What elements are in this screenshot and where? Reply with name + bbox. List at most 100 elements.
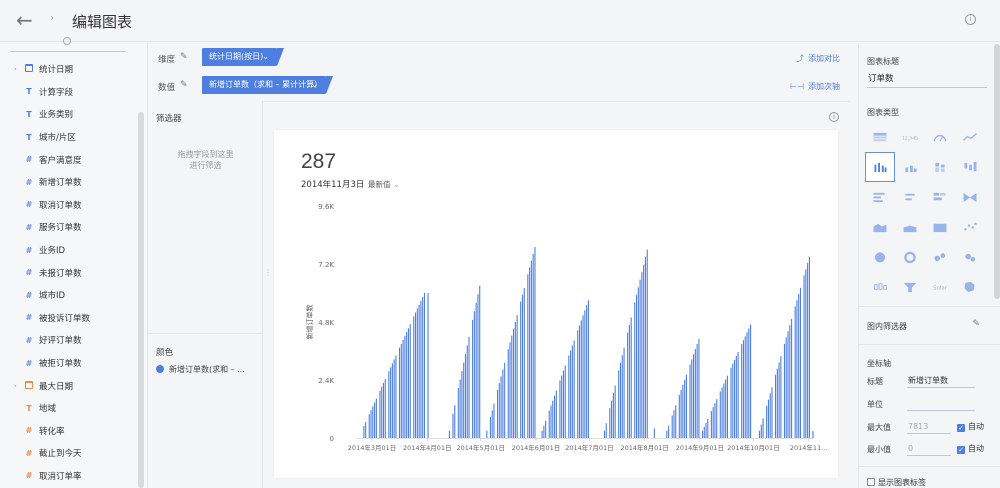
dimension-edit-pencil-icon[interactable]: ✎ — [180, 52, 188, 62]
chart-type-column-diverging[interactable] — [955, 152, 985, 182]
chart-bar — [693, 354, 695, 438]
chart-title-input[interactable]: 订单数 — [867, 72, 987, 88]
sidebar-field-item[interactable]: # 取消订单率 — [0, 465, 138, 488]
chart-type-funnel[interactable] — [895, 272, 925, 302]
chart-type-area-block[interactable] — [925, 212, 955, 242]
sidebar-field-item[interactable]: # 城市ID — [0, 284, 138, 307]
chart-type-scatter[interactable] — [955, 212, 985, 242]
chart-type-bowtie[interactable] — [955, 182, 985, 212]
sidebar-field-item[interactable]: # 业务ID — [0, 239, 138, 262]
chart-type-column[interactable] — [865, 152, 895, 182]
sidebar-field-item[interactable]: # 新增订单数 — [0, 171, 138, 194]
chart-bar — [628, 325, 630, 438]
chart-type-area-flat[interactable] — [895, 212, 925, 242]
value-pill-label: 新增订单数（求和 – 累计计算） — [209, 80, 323, 89]
show-chart-label-checkbox[interactable]: 显示图表标签 — [867, 477, 926, 488]
chart-type-kpi[interactable]: 12,345 — [895, 122, 925, 152]
sidebar-field-item[interactable]: › 统计日期 — [0, 58, 138, 81]
axis-title-input[interactable]: 新增订单数 — [907, 374, 975, 388]
chart-type-column-small[interactable] — [895, 152, 925, 182]
axis-max-input[interactable]: 7813 — [907, 420, 951, 434]
sidebar-field-item[interactable]: # 未报订单数 — [0, 261, 138, 284]
chart-bar — [760, 424, 762, 438]
chart-bar — [680, 389, 682, 438]
sidebar-field-item[interactable]: # 取消订单数 — [0, 194, 138, 217]
sidebar-field-item[interactable]: # 被拒订单数 — [0, 352, 138, 375]
chart-bar — [732, 363, 734, 438]
axis-min-input[interactable]: 0 — [907, 442, 951, 456]
chart-bar — [805, 269, 807, 438]
latest-value-label: 最新值 — [368, 180, 391, 189]
sidebar-field-item[interactable]: # 截止到今天 — [0, 442, 138, 465]
field-search-input[interactable] — [10, 37, 126, 52]
sidebar-field-item[interactable]: # 转化率 — [0, 420, 138, 443]
settings-scrollbar[interactable] — [994, 44, 1000, 299]
resize-grip-icon[interactable]: ⋮ — [264, 268, 272, 277]
sidebar-field-label: 被拒订单数 — [39, 359, 82, 370]
info-icon[interactable]: i — [965, 14, 976, 25]
chart-type-solar[interactable]: Solar — [925, 272, 955, 302]
chart-type-line[interactable] — [955, 122, 985, 152]
sidebar-field-item[interactable]: # 客户满意度 — [0, 148, 138, 171]
sidebar-scrollbar[interactable] — [138, 112, 144, 488]
add-compare-button[interactable]: ⤴ 添加对比 — [796, 53, 840, 64]
value-field-pill[interactable]: 新增订单数（求和 – 累计计算） ⌄ — [202, 76, 333, 94]
text-type-icon: T — [26, 109, 32, 119]
chevron-right-icon[interactable]: › — [14, 65, 17, 74]
latest-value-selector[interactable]: 最新值 ⌄ — [368, 179, 400, 190]
chart-bar — [787, 331, 789, 438]
auto-label: 自动 — [968, 444, 984, 453]
chart-type-stacked-column[interactable] — [925, 152, 955, 182]
value-edit-pencil-icon[interactable]: ✎ — [180, 80, 188, 90]
sidebar-field-item[interactable]: # 服务订单数 — [0, 216, 138, 239]
chart-bar — [402, 339, 404, 438]
chart-bar — [646, 249, 648, 438]
chart-bar — [808, 256, 810, 438]
chart-bar — [791, 318, 793, 438]
axis-unit-input[interactable] — [907, 397, 975, 411]
chart-type-bubble-alt[interactable] — [955, 242, 985, 272]
add-secondary-axis-button[interactable]: ⊢⊣ 添加次轴 — [790, 81, 840, 92]
chart-type-bar[interactable] — [865, 182, 895, 212]
chart-type-map[interactable] — [955, 272, 985, 302]
value-label: 数值 — [158, 83, 176, 93]
inner-filter-pencil-icon[interactable]: ✎ — [972, 319, 980, 329]
chart-type-bubble[interactable] — [925, 242, 955, 272]
sidebar-field-item[interactable]: T 计算字段 — [0, 81, 138, 104]
chart-type-donut[interactable] — [895, 242, 925, 272]
chart-bar — [634, 302, 636, 438]
chart-bar — [799, 287, 802, 438]
chart-type-area[interactable] — [865, 212, 895, 242]
color-legend-item[interactable]: 新增订单数(求和 – ... — [156, 364, 256, 375]
chart-type-pie[interactable] — [865, 242, 895, 272]
dimension-field-pill[interactable]: 统计日期(按日) ⌄ — [202, 48, 284, 66]
chart-bar — [473, 311, 475, 438]
chart-info-icon[interactable]: i — [829, 112, 839, 122]
chart-type-boxplot[interactable] — [865, 272, 895, 302]
sidebar-field-item[interactable]: # 好评订单数 — [0, 329, 138, 352]
table-chart-icon — [873, 132, 887, 142]
sidebar-field-item[interactable]: › 最大日期 — [0, 374, 138, 397]
sidebar-field-label: 业务类别 — [39, 110, 74, 121]
chart-type-table[interactable] — [865, 122, 895, 152]
sidebar-field-item[interactable]: T 业务类别 — [0, 103, 138, 126]
filter-panel: 筛选器 拖拽字段到这里 进行筛选 颜色 新增订单数(求和 – ... — [148, 101, 263, 488]
number-type-icon: # — [25, 358, 33, 368]
chart-bar — [726, 375, 728, 438]
chart-bar — [507, 349, 509, 438]
sidebar-field-item[interactable]: T 城市/片区 — [0, 126, 138, 149]
chart-type-bar-small[interactable] — [895, 182, 925, 212]
chart-type-stacked-bar[interactable] — [925, 182, 955, 212]
sidebar-field-item[interactable]: # 被投诉订单数 — [0, 307, 138, 330]
axis-min-auto-checkbox[interactable]: ✓ 自动 — [957, 443, 984, 454]
chart-bar — [554, 395, 556, 438]
filter-drop-zone[interactable]: 拖拽字段到这里 进行筛选 — [148, 149, 263, 171]
chart-bar — [459, 379, 461, 438]
axis-max-auto-checkbox[interactable]: ✓ 自动 — [957, 421, 984, 432]
chevron-right-icon[interactable]: › — [14, 381, 17, 390]
chart-type-gauge[interactable] — [925, 122, 955, 152]
chart-bar — [578, 325, 581, 438]
sidebar-field-label: 客户满意度 — [39, 155, 82, 166]
sidebar-field-item[interactable]: T 地域 — [0, 397, 138, 420]
back-arrow-icon[interactable]: ← — [16, 8, 33, 32]
